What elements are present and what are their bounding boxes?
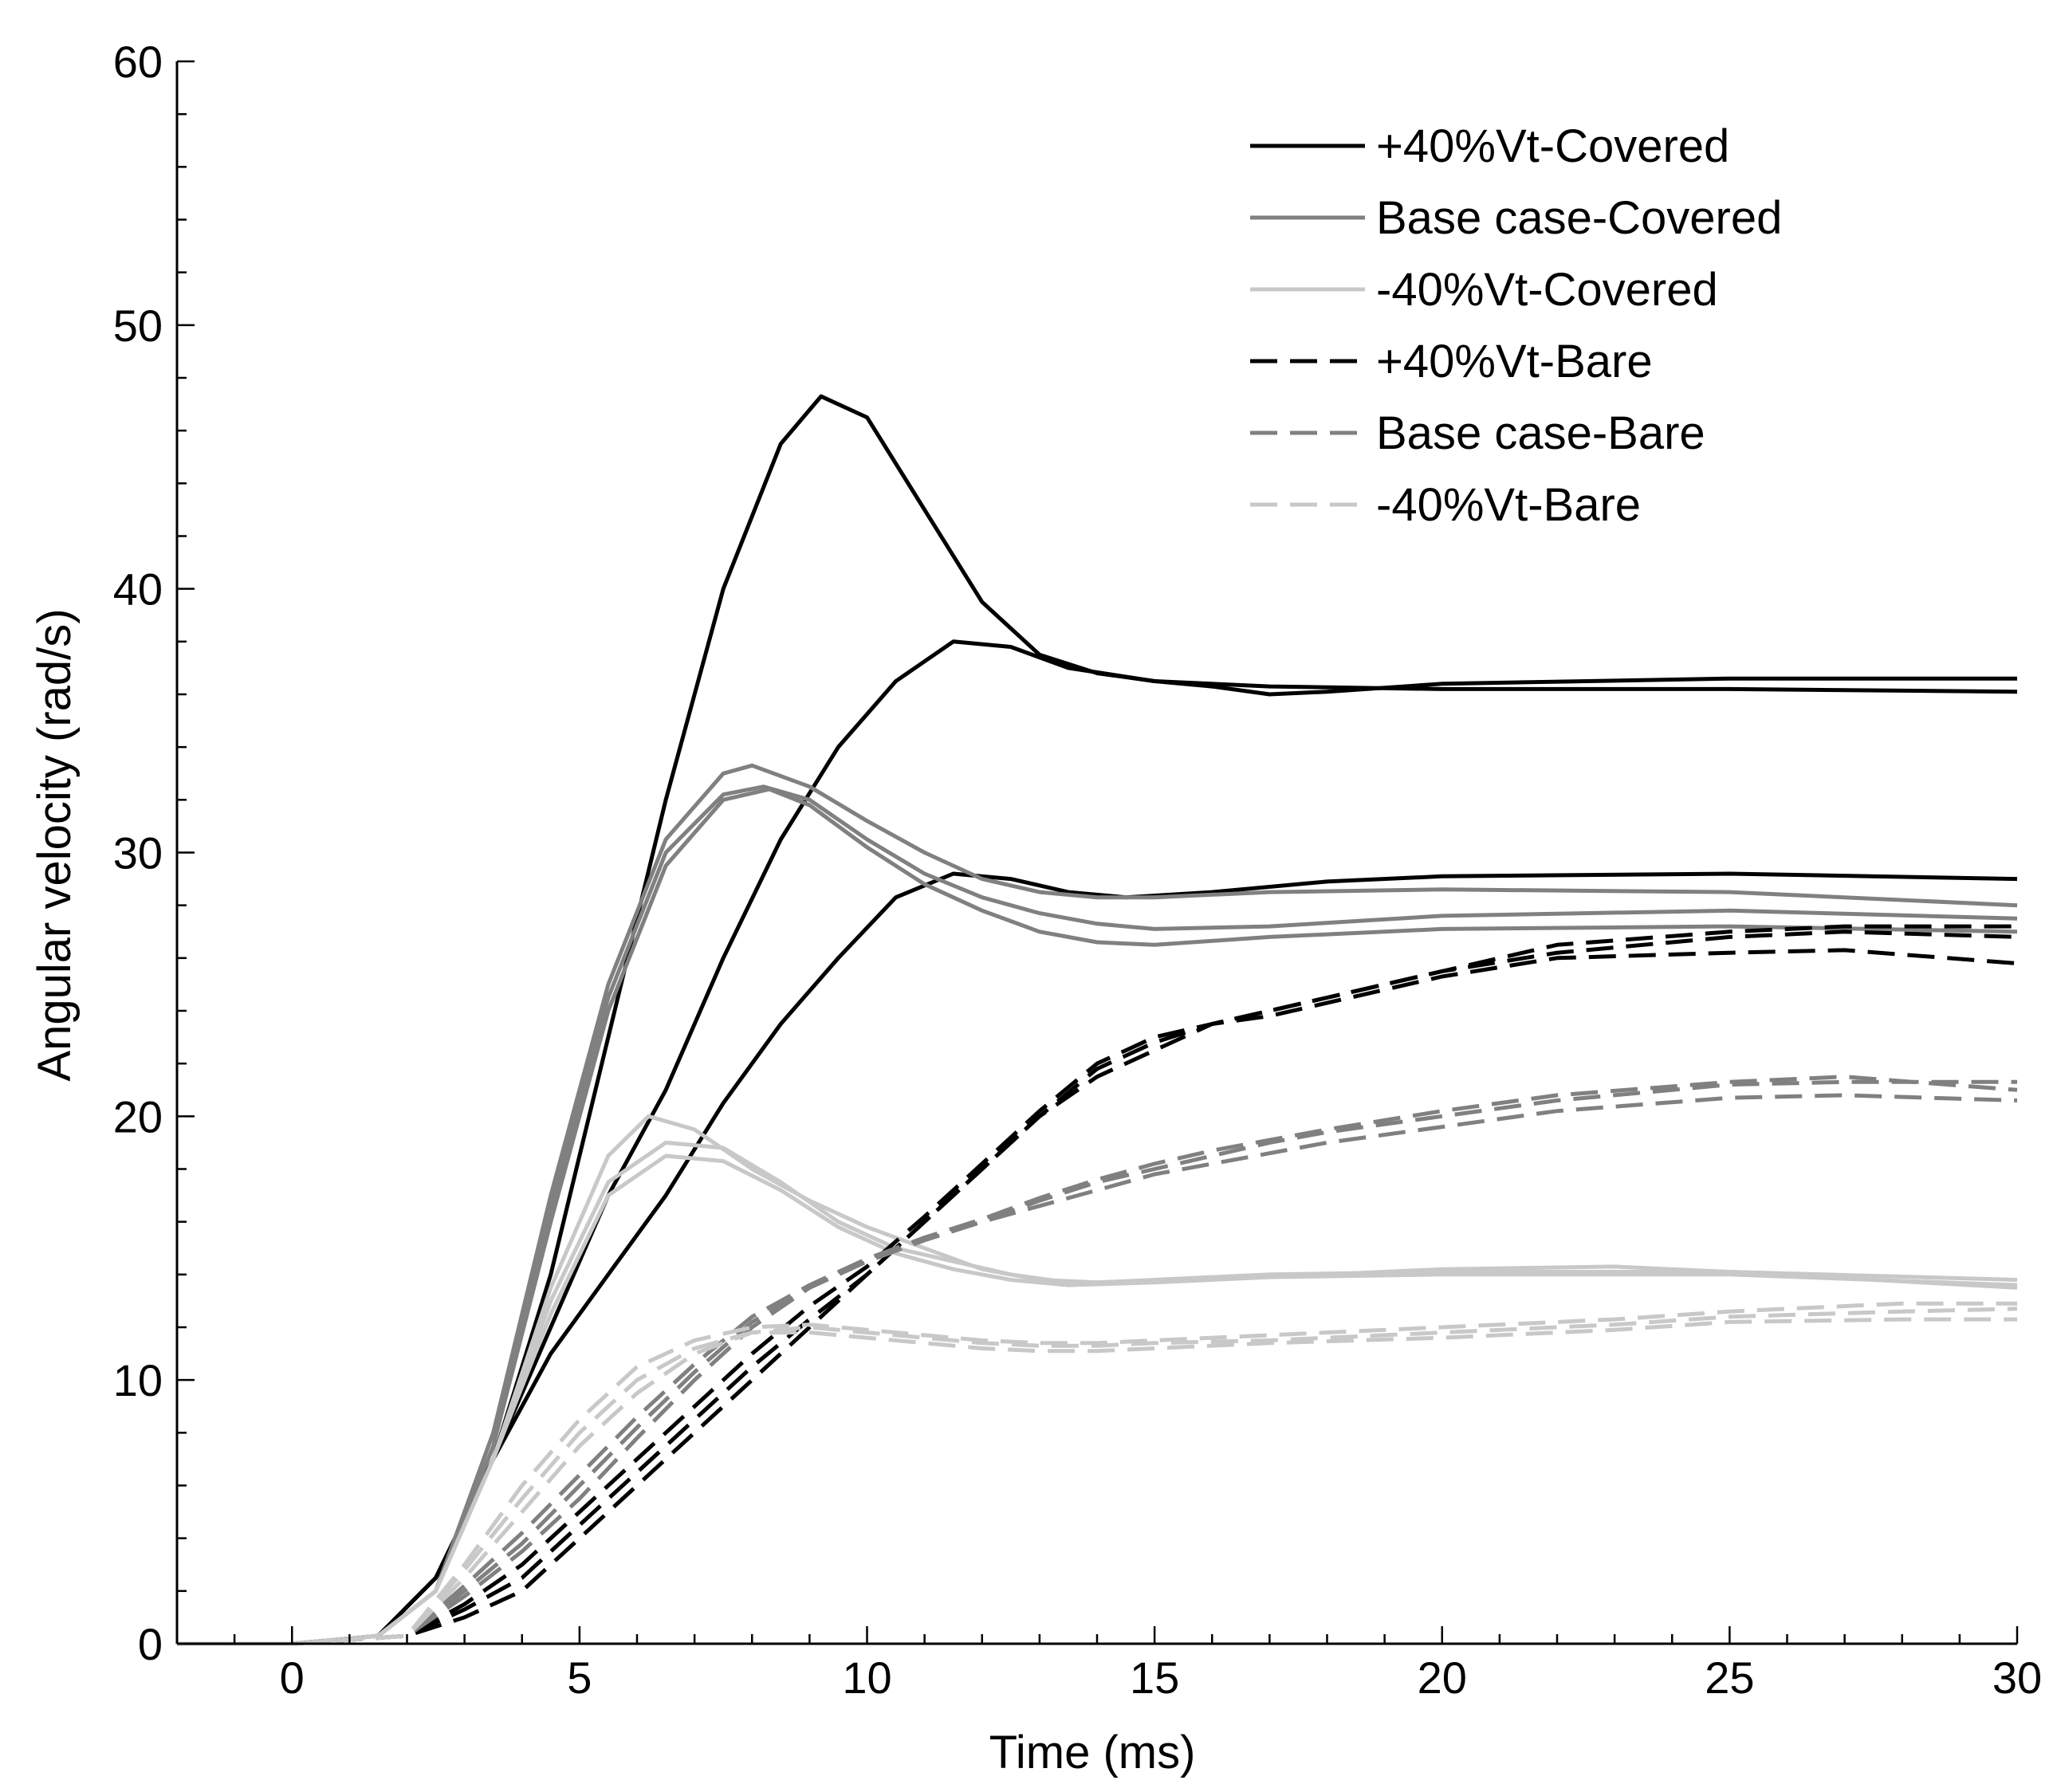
- ticks-layer: 0 5 10 15 20 25 30 0 10 20 30 40 50 60: [113, 37, 2042, 1703]
- y-tick-label: 20: [113, 1091, 163, 1142]
- x-tick-label: 15: [1130, 1652, 1179, 1703]
- series-line-9: [177, 1153, 2018, 1646]
- series-line-18: [177, 1301, 2017, 1646]
- x-tick-label: 30: [1992, 1652, 2042, 1703]
- series-line-14: [177, 1093, 2018, 1646]
- series-line-16: [177, 1307, 2018, 1646]
- legend-label: +40%Vt-Covered: [1376, 120, 1729, 172]
- series-line-11: [177, 948, 2018, 1646]
- x-tick-label: 10: [842, 1652, 891, 1703]
- legend-label: Base case-Bare: [1376, 407, 1705, 459]
- y-axis-title: Angular velocity (rad/s): [29, 608, 81, 1081]
- x-axis-title: Time (ms): [989, 1727, 1196, 1778]
- legend-label: Base case-Covered: [1376, 192, 1782, 244]
- y-tick-label: 10: [113, 1355, 163, 1405]
- y-tick-label: 30: [113, 828, 163, 878]
- legend-label: +40%Vt-Bare: [1376, 336, 1653, 387]
- legend-label: -40%Vt-Bare: [1376, 479, 1641, 531]
- legend-label: -40%Vt-Covered: [1376, 264, 1718, 316]
- series-line-12: [177, 924, 2017, 1646]
- y-tick-label: 40: [113, 564, 163, 615]
- x-tick-label: 25: [1705, 1652, 1754, 1703]
- x-tick-label: 20: [1418, 1652, 1467, 1703]
- x-tick-label: 5: [567, 1652, 592, 1703]
- series-layer: [177, 394, 2018, 1646]
- legend: +40%Vt-Covered Base case-Covered -40%Vt-Co…: [1250, 120, 1782, 531]
- y-tick-label: 0: [138, 1619, 163, 1669]
- series-line-15: [177, 1075, 2018, 1646]
- x-tick-label: 0: [280, 1652, 305, 1703]
- y-tick-label: 60: [113, 37, 163, 87]
- series-line-17: [177, 1317, 2017, 1646]
- y-tick-label: 50: [113, 301, 163, 351]
